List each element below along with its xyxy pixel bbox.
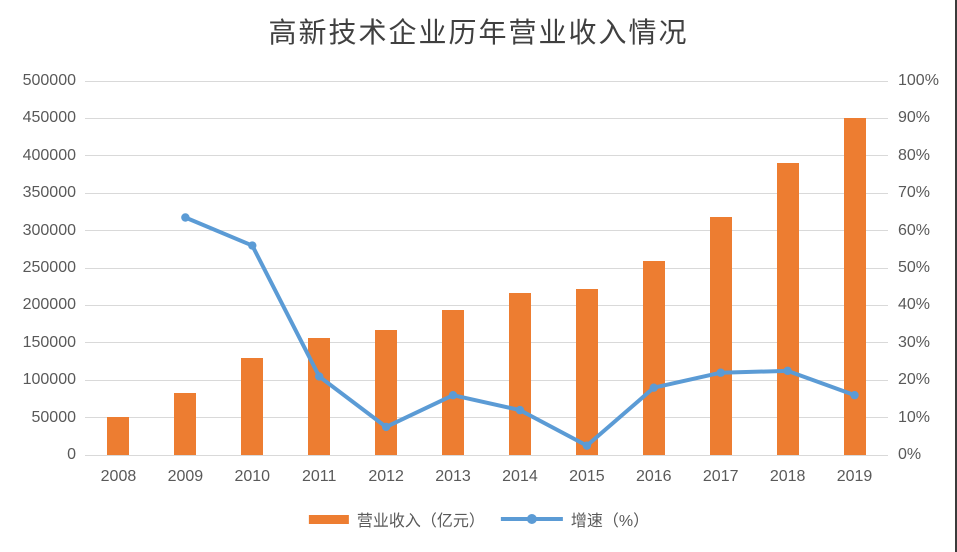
x-axis-label: 2016 [635,468,672,485]
left-tick-label: 350000 [22,184,76,202]
x-axis-label: 2010 [234,468,271,485]
left-tick-label: 200000 [22,296,76,314]
gridline [85,417,888,419]
right-tick-label: 10% [898,408,931,426]
gridline [85,155,888,157]
left-tick-label: 500000 [22,72,76,89]
revenue-bar [375,330,398,455]
revenue-bar [642,260,665,455]
right-tick-label: 80% [898,146,931,164]
revenue-bar [107,416,130,455]
gridline [85,230,888,232]
left-tick-label: 150000 [22,333,76,351]
revenue-swatch-icon [308,514,349,524]
legend-item-revenue: 营业收入（亿元） [308,507,485,531]
x-axis-label: 2013 [435,468,471,485]
right-edge-border [955,0,957,552]
gridline [85,304,888,306]
right-tick-label: 0% [898,446,922,463]
gridline [85,80,888,82]
gridline [85,342,888,344]
legend: 营业收入（亿元） 增速（%） [308,507,650,531]
revenue-bar [575,288,598,455]
revenue-bar [843,118,866,455]
gridline [85,192,888,194]
x-axis-label: 2015 [569,468,605,485]
growth-line-swatch-icon [500,513,563,525]
growth-line-marker [248,241,257,250]
revenue-bar [174,392,197,455]
gridline [85,379,888,381]
left-tick-label: 250000 [22,259,76,276]
left-tick-label: 0 [67,446,76,463]
gridline [85,117,888,119]
legend-label-revenue: 营业收入（亿元） [356,513,485,530]
revenue-bar [776,163,799,455]
right-tick-label: 60% [898,221,931,239]
legend-label-growth: 增速（%） [570,513,650,530]
legend-item-growth: 增速（%） [500,507,650,531]
chart-title: 高新技术企业历年营业收入情况 [268,18,689,49]
x-axis-label: 2009 [167,468,204,485]
x-axis-label: 2019 [836,468,873,485]
left-tick-label: 100000 [22,371,76,389]
left-tick-label: 50000 [31,408,77,426]
gridline [85,454,888,456]
left-tick-label: 400000 [22,146,76,164]
growth-line-marker [181,213,190,222]
right-tick-label: 40% [898,296,931,314]
revenue-bar [308,338,331,455]
revenue-bar [709,217,732,455]
right-tick-label: 50% [898,259,931,276]
left-tick-label: 300000 [22,221,76,239]
right-tick-label: 90% [898,109,931,127]
right-tick-label: 70% [898,184,931,202]
left-tick-label: 450000 [22,109,76,127]
right-tick-label: 20% [898,371,931,389]
gridline [85,267,888,269]
x-axis-label: 2017 [702,468,739,485]
revenue-bar [442,309,465,455]
x-axis-label: 2012 [368,468,404,485]
revenue-bar [508,292,531,455]
x-axis-label: 2014 [502,468,538,485]
x-axis-label: 2008 [100,468,137,485]
x-axis-label: 2011 [302,468,337,485]
x-axis-label: 2018 [769,468,806,485]
revenue-bar [241,357,264,455]
right-tick-label: 30% [898,333,931,351]
right-tick-label: 100% [898,72,939,89]
